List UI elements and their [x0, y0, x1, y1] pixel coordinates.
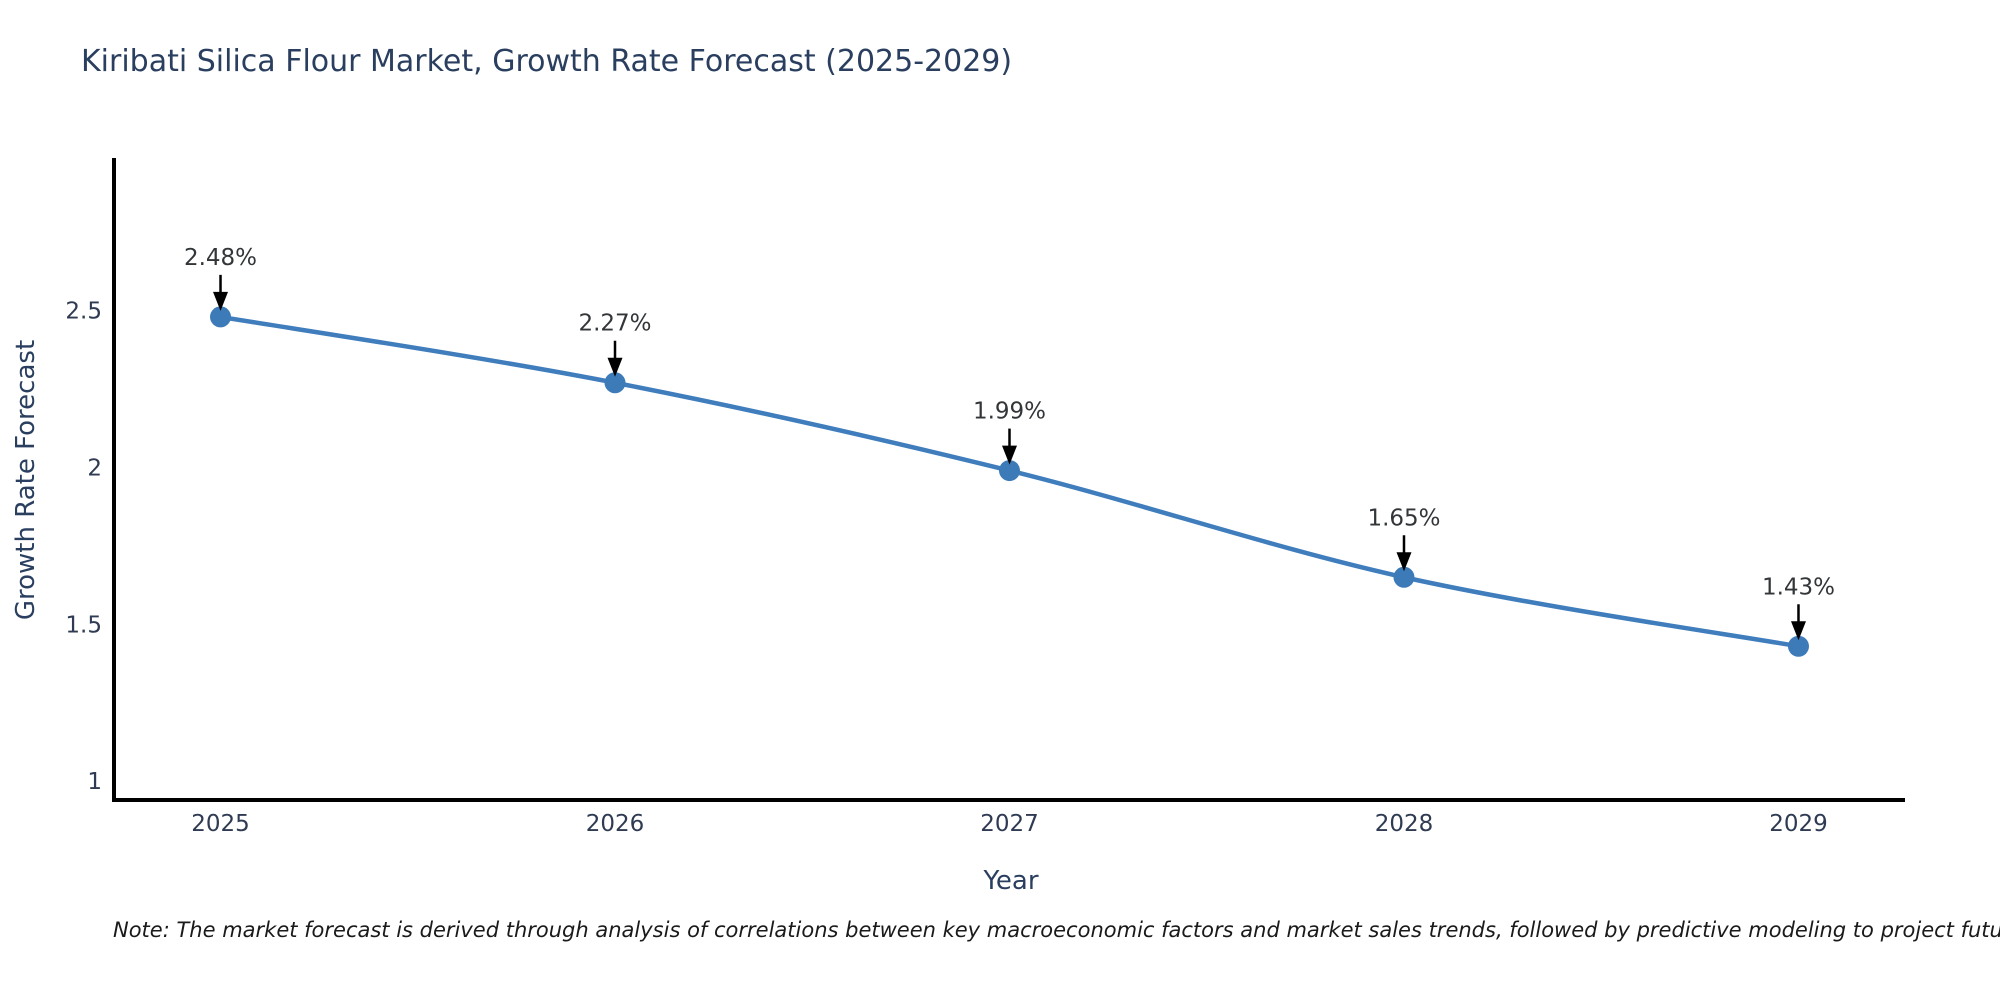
y-tick-label: 2.5 [65, 299, 102, 325]
x-tick-label: 2026 [586, 811, 645, 837]
y-tick-label: 1.5 [65, 612, 102, 638]
data-point [604, 372, 626, 394]
x-tick-label: 2027 [980, 811, 1039, 837]
annotation-arrowhead [1790, 621, 1806, 641]
annotation-arrowhead [1396, 552, 1412, 572]
data-point [1393, 566, 1415, 588]
point-annotation-label: 1.99% [973, 399, 1046, 425]
y-axis-title: Growth Rate Forecast [11, 340, 41, 620]
annotation-arrowhead [607, 357, 623, 377]
chart-title: Kiribati Silica Flour Market, Growth Rat… [81, 44, 1013, 79]
data-point [1787, 635, 1809, 657]
point-annotation-label: 2.48% [184, 245, 257, 271]
annotation-arrowhead [213, 291, 229, 311]
y-tick-label: 1 [87, 769, 102, 795]
x-axis-title: Year [982, 866, 1038, 896]
x-tick-label: 2029 [1769, 811, 1828, 837]
point-annotation-label: 2.27% [578, 311, 651, 337]
point-annotation-label: 1.65% [1367, 505, 1440, 531]
data-point [210, 306, 232, 328]
x-tick-label: 2028 [1375, 811, 1434, 837]
trend-line [220, 314, 1799, 649]
footnote: Note: The market forecast is derived thr… [113, 918, 2000, 942]
annotation-arrowhead [1002, 445, 1017, 465]
plot-area: 1 1.5 2 2.5 2025 2026 2027 2028 2029 2.48% 2.27% 1.… [65, 158, 1905, 837]
y-tick-label: 2 [87, 455, 102, 481]
x-tick-label: 2025 [191, 811, 250, 837]
data-point [999, 460, 1020, 482]
point-annotation-label: 1.43% [1762, 574, 1835, 600]
